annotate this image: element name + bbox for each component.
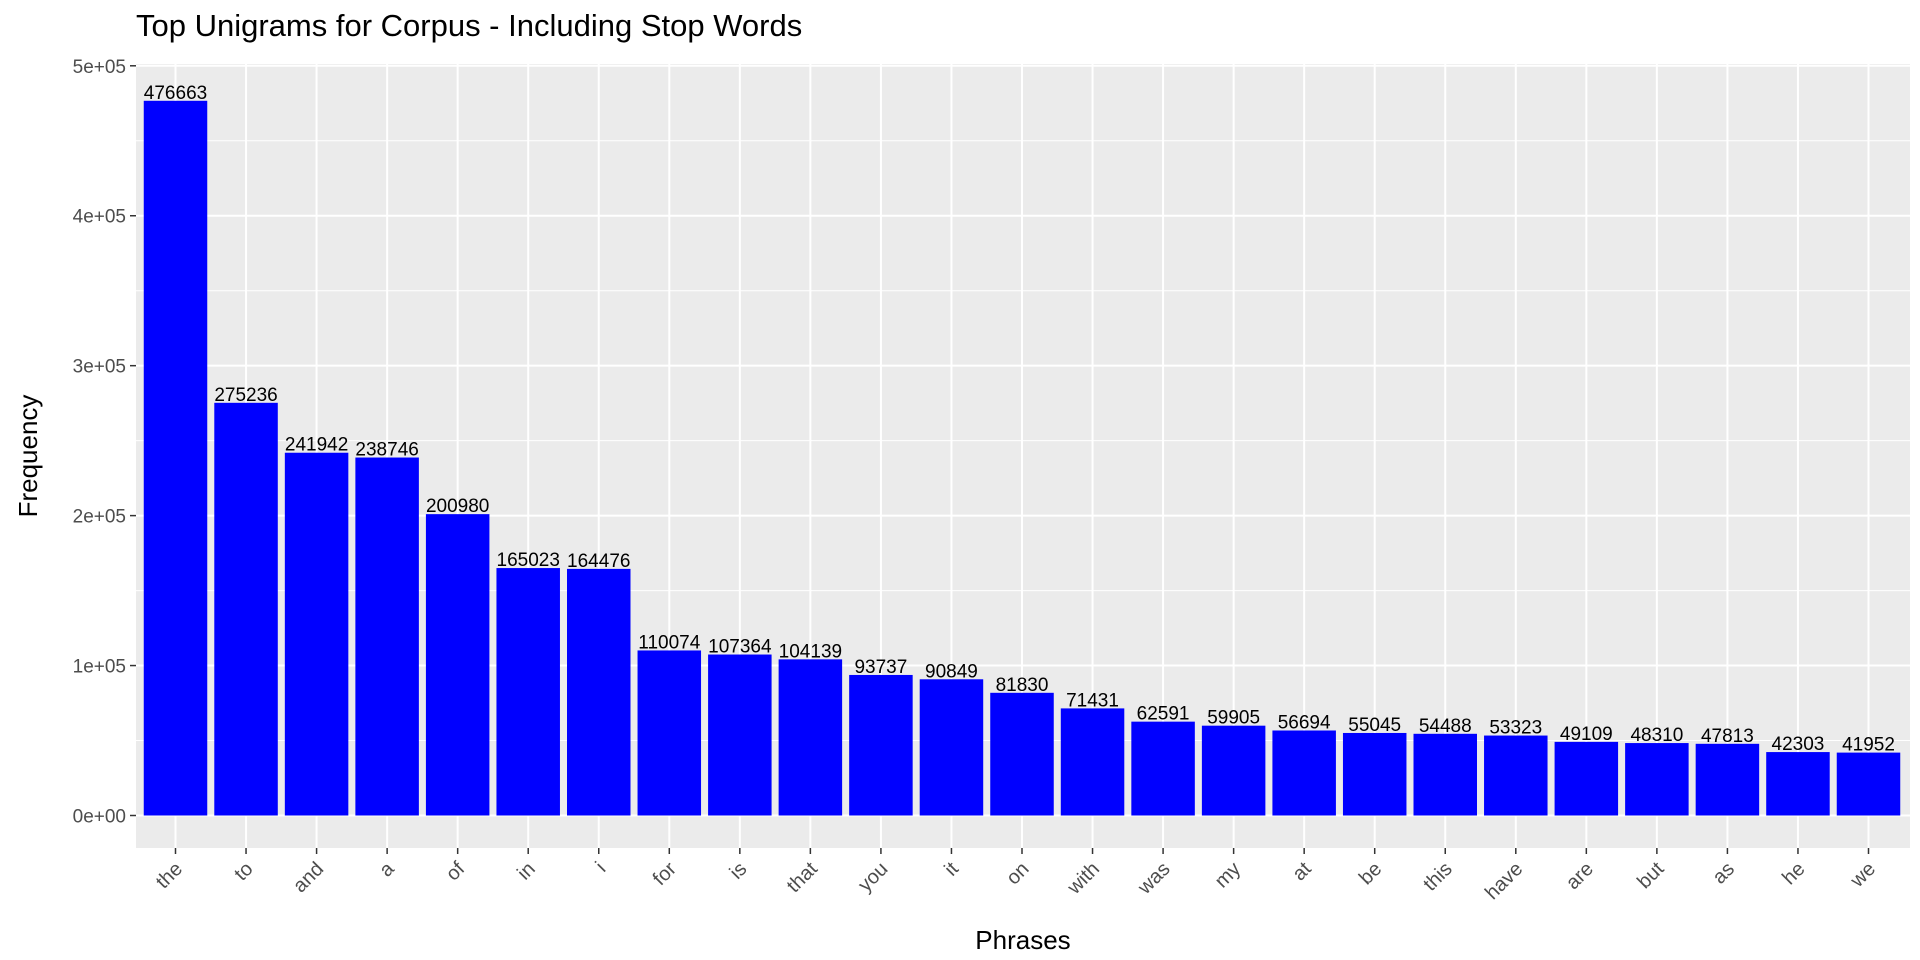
data-label: 241942 — [285, 435, 348, 456]
chart-title: Top Unigrams for Corpus - Including Stop… — [136, 8, 803, 43]
data-label: 71431 — [1066, 690, 1119, 711]
x-tick-label: a — [375, 857, 399, 881]
data-label: 59905 — [1207, 708, 1260, 729]
data-label: 93737 — [854, 657, 907, 678]
bar-be — [1342, 732, 1407, 816]
bar-of — [425, 514, 490, 816]
bar-i — [567, 568, 631, 816]
bar-have — [1484, 735, 1548, 816]
x-tick-label: my — [1211, 858, 1245, 892]
bar-with — [1060, 708, 1125, 816]
bar-as — [1695, 743, 1760, 816]
bar-are — [1554, 741, 1619, 816]
data-label: 107364 — [708, 637, 772, 658]
data-label: 81830 — [996, 675, 1049, 696]
data-label: 53323 — [1489, 718, 1542, 739]
bar-he — [1766, 752, 1830, 816]
x-tick-label: is — [726, 858, 752, 884]
x-tick-label: and — [289, 858, 328, 897]
data-label: 54488 — [1419, 716, 1472, 737]
y-axis-title: Frequency — [13, 395, 43, 518]
data-label: 56694 — [1278, 712, 1331, 733]
y-tick-label: 4e+05 — [73, 207, 126, 228]
bar-is — [708, 654, 772, 816]
data-label: 275236 — [214, 385, 277, 406]
x-tick-label: you — [854, 858, 892, 896]
x-tick-label: it — [940, 858, 963, 881]
x-tick-label: be — [1355, 858, 1386, 889]
data-label: 476663 — [144, 83, 207, 104]
bar-on — [990, 692, 1054, 816]
bar-you — [849, 674, 913, 816]
bar-and — [284, 452, 349, 816]
x-axis-title: Phrases — [975, 925, 1070, 955]
data-label: 41952 — [1842, 735, 1895, 756]
x-tick-label: we — [1846, 858, 1880, 892]
data-label: 110074 — [638, 632, 700, 653]
y-tick-label: 5e+05 — [73, 57, 126, 78]
x-tick-label: he — [1778, 858, 1809, 889]
data-label: 164476 — [567, 551, 630, 572]
bar-at — [1272, 730, 1336, 816]
x-tick-label: at — [1288, 858, 1316, 886]
data-label: 49109 — [1560, 724, 1613, 745]
bar-this — [1413, 733, 1477, 816]
x-tick-label: in — [513, 858, 540, 885]
x-tick-label: of — [442, 858, 470, 886]
bar-a — [355, 457, 419, 816]
y-tick-label: 3e+05 — [73, 357, 126, 378]
bar-that — [778, 659, 843, 816]
data-label: 165023 — [497, 550, 560, 571]
x-tick-label: was — [1133, 858, 1174, 899]
data-label: 90849 — [925, 661, 978, 682]
x-tick-label: to — [230, 858, 257, 885]
x-tick-label: for — [649, 858, 681, 890]
data-label: 42303 — [1772, 734, 1825, 755]
y-tick-label: 0e+00 — [73, 807, 126, 828]
x-tick-label: with — [1063, 858, 1104, 899]
data-labels: 476663 275236 241942 238746 200980 165023 1644… — [144, 83, 1895, 756]
x-tick-label: but — [1633, 858, 1669, 894]
x-tick-label: i — [592, 858, 611, 877]
data-label: 238746 — [355, 440, 418, 461]
data-label: 48310 — [1630, 725, 1683, 746]
data-label: 104139 — [779, 641, 842, 662]
bar-to — [214, 402, 278, 816]
data-label: 62591 — [1137, 704, 1190, 725]
x-tick-label: as — [1708, 858, 1738, 888]
data-label: 55045 — [1348, 715, 1401, 736]
x-tick-label: this — [1419, 858, 1457, 896]
x-tick-label: that — [783, 858, 822, 897]
bar-my — [1201, 725, 1266, 816]
x-tick-label: the — [152, 858, 187, 893]
bar-for — [637, 650, 702, 816]
y-tick-label: 2e+05 — [73, 507, 126, 528]
x-tick-label: have — [1481, 858, 1527, 904]
bar-it — [919, 679, 984, 816]
y-tick-label: 1e+05 — [73, 657, 126, 678]
x-tick-label: on — [1002, 858, 1033, 889]
y-axis-ticks: 0e+00 1e+05 2e+05 3e+05 4e+05 5e+05 — [73, 57, 136, 828]
bar-but — [1625, 743, 1689, 816]
x-tick-label: are — [1562, 858, 1598, 894]
bar-in — [496, 568, 560, 816]
bar-the — [143, 100, 208, 816]
data-label: 200980 — [426, 496, 489, 517]
data-label: 47813 — [1701, 726, 1754, 747]
bars — [143, 100, 1901, 816]
x-axis-ticks: the to and a of in i for is that you it on with was my a… — [152, 848, 1880, 904]
bar-we — [1836, 752, 1901, 816]
bar-was — [1131, 721, 1195, 816]
